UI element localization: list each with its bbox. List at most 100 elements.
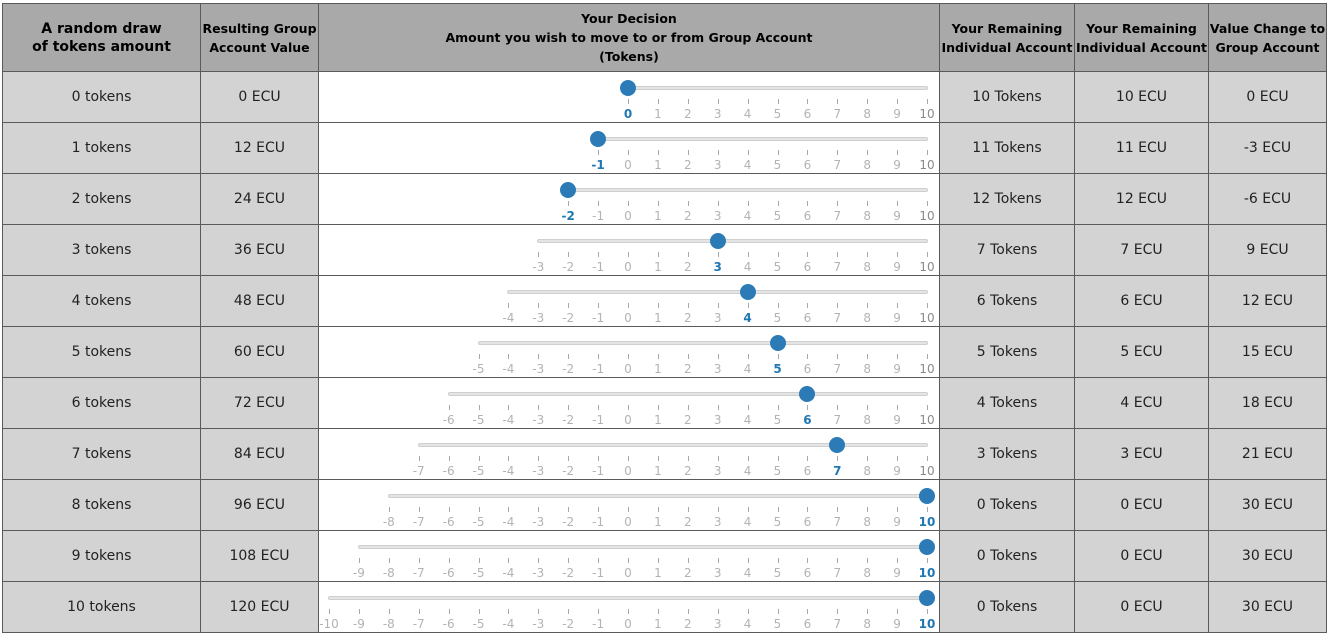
slider-tick <box>449 609 450 614</box>
slider-tick-label: 4 <box>743 566 752 580</box>
slider-track[interactable] <box>477 341 928 345</box>
slider-thumb[interactable] <box>919 590 935 606</box>
decision-slider[interactable]: -1 0 1 2 3 4 5 6 7 8 9 10 <box>319 123 938 173</box>
slider-track[interactable] <box>387 494 928 498</box>
slider-tick <box>538 609 539 614</box>
slider-tick-label: 8 <box>863 107 871 121</box>
decision-slider-cell: -5 -4 -3 -2 -1 0 1 2 3 4 5 6 7 8 9 10 <box>318 326 940 378</box>
slider-tick-label: -5 <box>472 515 485 529</box>
decision-slider[interactable]: -3 -2 -1 0 1 2 3 4 5 6 7 8 9 10 <box>319 225 938 275</box>
draw-amount-cell: 10 tokens <box>2 581 201 633</box>
slider-tick <box>748 303 749 308</box>
slider-tick <box>598 507 599 512</box>
slider-track[interactable] <box>447 392 928 396</box>
decision-slider[interactable]: -9 -8 -7 -6 -5 -4 -3 -2 -1 0 1 2 3 4 5 6 7 8 9 10 <box>319 531 938 581</box>
table-row: 9 tokens 108 ECU -9 -8 -7 -6 -5 -4 -3 -2 -1 0 1 2 3 4 5 6… <box>2 530 1327 582</box>
slider-track[interactable] <box>537 239 928 243</box>
decision-slider-cell: -3 -2 -1 0 1 2 3 4 5 6 7 8 9 10 <box>318 224 940 276</box>
slider-tick-label: 0 <box>624 260 632 274</box>
slider-tick <box>479 354 480 359</box>
slider-tick-label: 0 <box>624 617 632 631</box>
slider-tick <box>598 201 599 206</box>
decision-slider-cell: -7 -6 -5 -4 -3 -2 -1 0 1 2 3 4 5 6 7 8 9 10 <box>318 428 940 480</box>
slider-tick <box>419 456 420 461</box>
slider-tick-label: -2 <box>562 413 575 427</box>
decision-slider[interactable]: -5 -4 -3 -2 -1 0 1 2 3 4 5 6 7 8 9 10 <box>319 327 938 377</box>
decision-slider-cell: -4 -3 -2 -1 0 1 2 3 4 5 6 7 8 9 10 <box>318 275 940 327</box>
slider-tick-label: -2 <box>562 362 575 376</box>
slider-track[interactable] <box>417 443 928 447</box>
remaining-tokens-cell: 4 Tokens <box>939 377 1075 429</box>
slider-tick <box>538 405 539 410</box>
slider-track[interactable] <box>357 545 928 549</box>
slider-thumb[interactable] <box>799 386 816 402</box>
slider-tick-label: -4 <box>502 566 515 580</box>
slider-tick-label: 1 <box>654 158 662 172</box>
slider-tick <box>748 456 749 461</box>
decision-slider[interactable]: -10 -9 -8 -7 -6 -5 -4 -3 -2 -1 0 1 2 3 4 5 6 7 8 9 10 <box>319 582 938 632</box>
decision-slider[interactable]: -7 -6 -5 -4 -3 -2 -1 0 1 2 3 4 5 6 7 8 9 10 <box>319 429 938 479</box>
slider-tick-label: 8 <box>863 209 871 223</box>
slider-tick <box>927 303 928 308</box>
slider-tick-label: -5 <box>472 464 485 478</box>
slider-tick-label: -3 <box>532 464 545 478</box>
slider-thumb[interactable] <box>919 539 935 555</box>
slider-tick <box>419 609 420 614</box>
slider-track[interactable] <box>597 137 928 141</box>
slider-tick <box>807 99 808 104</box>
slider-tick-label: 2 <box>683 515 692 529</box>
slider-track[interactable] <box>328 596 928 600</box>
slider-tick-label: -3 <box>532 566 545 580</box>
slider-tick <box>748 150 749 155</box>
slider-tick <box>927 99 928 104</box>
slider-tick <box>568 507 569 512</box>
value-change-cell: 12 ECU <box>1208 275 1327 327</box>
slider-thumb[interactable] <box>769 335 786 351</box>
remaining-ecu-cell: 7 ECU <box>1074 224 1209 276</box>
slider-tick-label: 8 <box>863 515 871 529</box>
slider-tick-label: 0 <box>624 515 632 529</box>
decision-slider[interactable]: -8 -7 -6 -5 -4 -3 -2 -1 0 1 2 3 4 5 6 7 8 9 10 <box>319 480 938 530</box>
slider-track[interactable] <box>627 86 928 90</box>
slider-tick <box>598 303 599 308</box>
decision-slider[interactable]: -2 -1 0 1 2 3 4 5 6 7 8 9 10 <box>319 174 938 224</box>
slider-tick <box>628 201 629 206</box>
table-row: 4 tokens 48 ECU -4 -3 -2 -1 0 1 2 3 4 5 6 7 8 9 10 6 Toke… <box>2 275 1327 327</box>
slider-tick <box>568 201 569 206</box>
slider-tick-label: 1 <box>654 209 662 223</box>
slider-tick <box>807 405 808 410</box>
slider-tick-label: 3 <box>713 515 722 529</box>
slider-tick <box>568 303 569 308</box>
slider-tick-label: 2 <box>683 566 692 580</box>
slider-tick <box>718 354 719 359</box>
decision-slider[interactable]: -4 -3 -2 -1 0 1 2 3 4 5 6 7 8 9 10 <box>319 276 938 326</box>
decision-slider[interactable]: 0 1 2 3 4 5 6 7 8 9 10 <box>319 72 938 122</box>
slider-tick <box>837 456 838 461</box>
slider-thumb[interactable] <box>739 284 756 300</box>
slider-tick-label: 4 <box>743 311 752 325</box>
decision-slider[interactable]: -6 -5 -4 -3 -2 -1 0 1 2 3 4 5 6 7 8 9 10 <box>319 378 938 428</box>
slider-thumb[interactable] <box>590 131 607 147</box>
slider-tick <box>867 354 868 359</box>
slider-track[interactable] <box>567 188 928 192</box>
slider-thumb[interactable] <box>709 233 726 249</box>
header-decision: Your Decision Amount you wish to move to… <box>318 3 940 72</box>
slider-tick <box>658 354 659 359</box>
slider-tick <box>598 252 599 257</box>
slider-tick <box>867 558 868 563</box>
slider-thumb[interactable] <box>919 488 935 504</box>
slider-thumb[interactable] <box>829 437 846 453</box>
slider-track[interactable] <box>507 290 928 294</box>
slider-tick-label: 4 <box>743 515 752 529</box>
slider-thumb[interactable] <box>620 80 636 96</box>
slider-thumb[interactable] <box>560 182 577 198</box>
slider-tick-label: -3 <box>532 362 545 376</box>
slider-tick-label: 7 <box>833 413 842 427</box>
slider-tick <box>628 354 629 359</box>
slider-tick <box>628 252 629 257</box>
slider-tick-label: -3 <box>532 515 545 529</box>
slider-tick <box>718 201 719 206</box>
slider-tick <box>837 150 838 155</box>
slider-tick-label: -5 <box>472 362 485 376</box>
slider-tick <box>628 99 629 104</box>
